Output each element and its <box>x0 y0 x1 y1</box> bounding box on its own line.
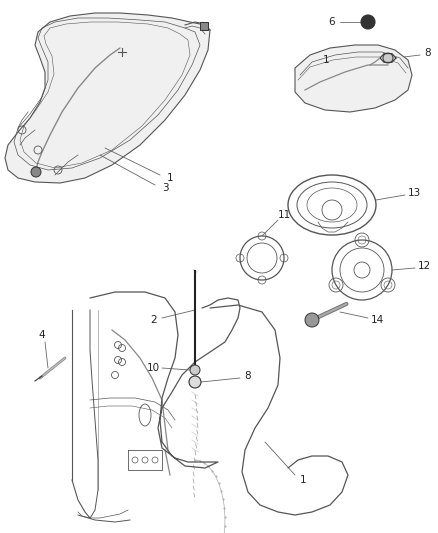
Text: 3: 3 <box>162 183 168 193</box>
Circle shape <box>189 376 201 388</box>
Text: 4: 4 <box>39 330 45 340</box>
Text: 1: 1 <box>323 55 329 65</box>
Polygon shape <box>380 54 396 62</box>
Polygon shape <box>295 45 412 112</box>
Circle shape <box>190 365 200 375</box>
Circle shape <box>383 53 393 63</box>
Text: 2: 2 <box>151 315 157 325</box>
Circle shape <box>31 167 41 177</box>
Text: 11: 11 <box>277 210 291 220</box>
Text: 8: 8 <box>245 371 251 381</box>
Circle shape <box>361 15 375 29</box>
Circle shape <box>305 313 319 327</box>
Text: 12: 12 <box>417 261 431 271</box>
Text: 1: 1 <box>167 173 173 183</box>
Text: 6: 6 <box>328 17 336 27</box>
FancyBboxPatch shape <box>200 22 208 30</box>
Polygon shape <box>5 13 210 183</box>
Text: 1: 1 <box>300 475 306 485</box>
Text: 14: 14 <box>371 315 384 325</box>
Text: 10: 10 <box>146 363 159 373</box>
Text: 8: 8 <box>425 48 431 58</box>
Text: 13: 13 <box>407 188 420 198</box>
